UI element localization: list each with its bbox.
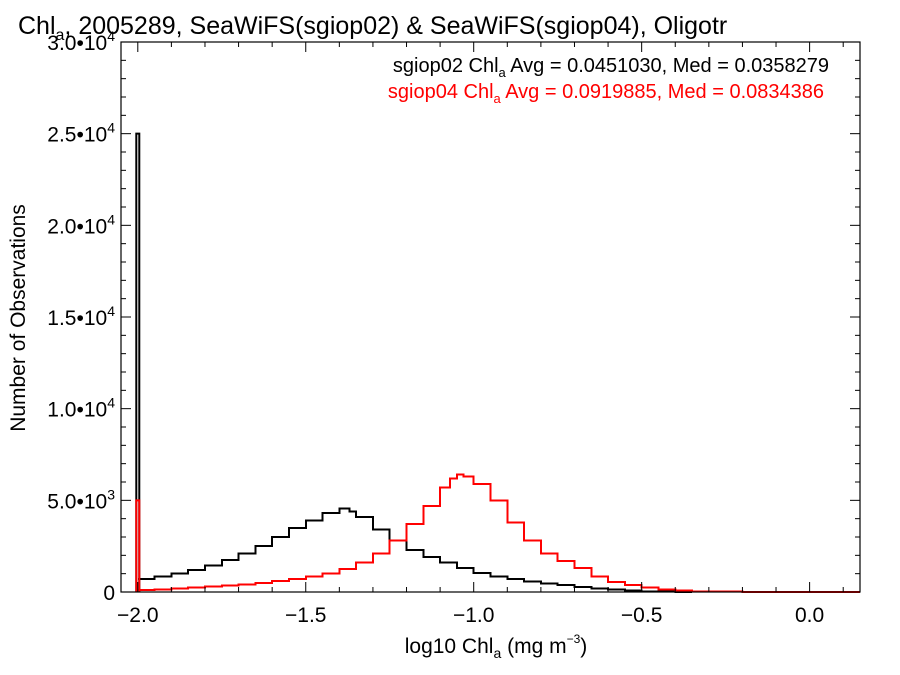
legend-entry-sgiop04: sgiop04 Chla Avg = 0.0919885, Med = 0.08… <box>388 81 824 106</box>
x-tick-label-0: −2.0 <box>117 604 158 627</box>
x-tick-label-4: 0.0 <box>795 604 824 627</box>
x-tick-label-2: −1.0 <box>453 604 494 627</box>
x-tick-label-1: −1.5 <box>285 604 326 627</box>
y-tick-label-5: 2.5•104 <box>47 120 115 147</box>
series-layer <box>135 132 860 593</box>
series-line-1 <box>137 473 860 593</box>
y-tick-label-3: 1.5•104 <box>47 303 115 330</box>
axes-layer <box>120 41 861 593</box>
legend-entry-sgiop02: sgiop02 Chla Avg = 0.0451030, Med = 0.03… <box>393 55 829 80</box>
ticks-layer: −2.0 −1.5 −1.0 −0.5 0.0 0 5.0•103 1.0•104 1.5•10… <box>47 28 860 627</box>
y-tick-label-0: 0 <box>103 582 115 605</box>
plot-frame <box>120 41 861 593</box>
y-tick-label-4: 2.0•104 <box>47 211 115 238</box>
y-axis-label: Number of Observations <box>7 204 30 432</box>
y-tick-label-6: 3.0•104 <box>47 28 115 55</box>
series-spike-0 <box>135 132 141 592</box>
y-tick-label-1: 5.0•103 <box>47 486 115 513</box>
series-line-0 <box>137 507 693 593</box>
x-axis-label: log10 Chla (mg m−3) <box>405 632 588 661</box>
y-tick-label-2: 1.0•104 <box>47 395 115 422</box>
chart-title: Chla, 2005289, SeaWiFS(sgiop02) & SeaWiF… <box>18 12 727 44</box>
series-spike-1 <box>135 499 141 592</box>
x-tick-label-3: −0.5 <box>621 604 662 627</box>
